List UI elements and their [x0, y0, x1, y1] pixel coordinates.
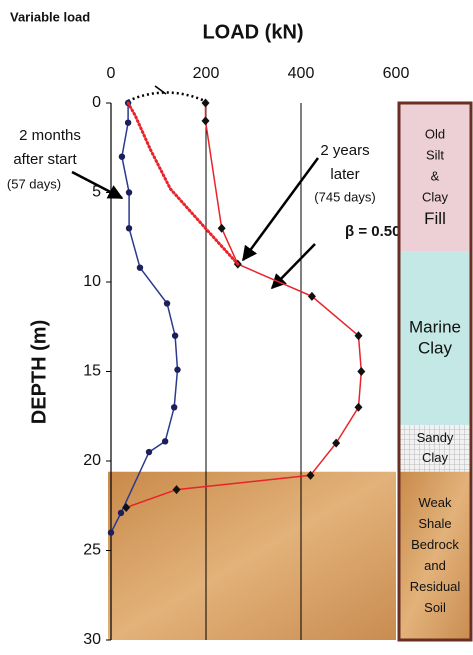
series-annotation: 2 months [19, 127, 81, 144]
y-tick-label: 20 [83, 452, 101, 469]
data-point [201, 116, 210, 126]
layer-label: Soil [424, 600, 446, 615]
data-point [122, 503, 131, 513]
data-point [171, 332, 179, 339]
data-point [172, 485, 181, 495]
y-tick-label: 0 [92, 94, 101, 111]
y-tick-label: 10 [83, 273, 101, 290]
data-point [307, 291, 316, 301]
data-point [332, 438, 341, 448]
data-point [107, 529, 115, 536]
layer-label: Shale [418, 516, 451, 531]
series-annotation: after start [13, 151, 77, 168]
layer-label: Old [425, 127, 445, 142]
data-point [145, 448, 153, 456]
series-line [110, 102, 179, 534]
variable-load-arc [127, 91, 206, 103]
y-tick-label: 25 [83, 542, 101, 559]
data-point [125, 189, 133, 196]
layer-label: Marine [409, 317, 461, 336]
data-point [163, 300, 171, 307]
data-point [170, 404, 178, 411]
layer-label: Clay [422, 190, 449, 205]
data-point [354, 402, 363, 412]
series-annotation: 2 years [320, 142, 369, 159]
annotation: β = 0.50 [345, 223, 400, 240]
layer-label: & [431, 169, 440, 184]
data-point [357, 367, 366, 376]
data-point [118, 153, 126, 160]
data-point [201, 98, 210, 108]
data-point [117, 509, 125, 517]
data-point [354, 331, 363, 341]
arrow [71, 170, 124, 200]
x-tick-label: 600 [383, 65, 410, 82]
chart-title: LOAD (kN) [202, 21, 303, 43]
data-point [136, 264, 144, 271]
layer-label: Clay [422, 450, 449, 465]
soil-layer [399, 425, 471, 472]
layer-label: Fill [424, 209, 446, 228]
layer-label: Bedrock [411, 537, 459, 552]
soil-layer [399, 471, 471, 640]
series-annotation: (57 days) [7, 176, 61, 191]
x-tick-label: 400 [288, 65, 315, 82]
x-tick-label: 0 [107, 65, 116, 82]
layer-label: Sandy [417, 430, 454, 445]
y-tick-label: 5 [92, 184, 101, 201]
data-point [306, 470, 315, 480]
data-point [161, 438, 169, 445]
series-line [125, 102, 363, 509]
arrow [270, 243, 316, 290]
soil-layer [399, 103, 471, 252]
data-point [174, 366, 181, 373]
y-tick-label: 30 [83, 631, 101, 648]
data-point [124, 119, 132, 126]
soil-column-frame [397, 101, 473, 642]
series-line [126, 101, 240, 266]
annotation: Variable load [10, 9, 90, 24]
arrow [241, 157, 320, 262]
background-layer [108, 103, 471, 640]
y-axis-label: DEPTH (m) [28, 320, 50, 424]
series-annotation: later [330, 166, 359, 183]
data-point [217, 223, 226, 233]
soil-layer [399, 251, 471, 426]
y-tick-label: 15 [83, 363, 101, 380]
data-point [125, 225, 133, 232]
layer-label: Clay [418, 338, 453, 357]
x-tick-label: 200 [193, 65, 220, 82]
bedrock-band [108, 471, 396, 640]
series-annotation: (745 days) [314, 189, 375, 204]
pointer [154, 85, 167, 95]
layer-label: and [424, 558, 446, 573]
layer-label: Silt [426, 148, 444, 163]
layer-label: Weak [419, 495, 452, 510]
layer-label: Residual [410, 579, 461, 594]
